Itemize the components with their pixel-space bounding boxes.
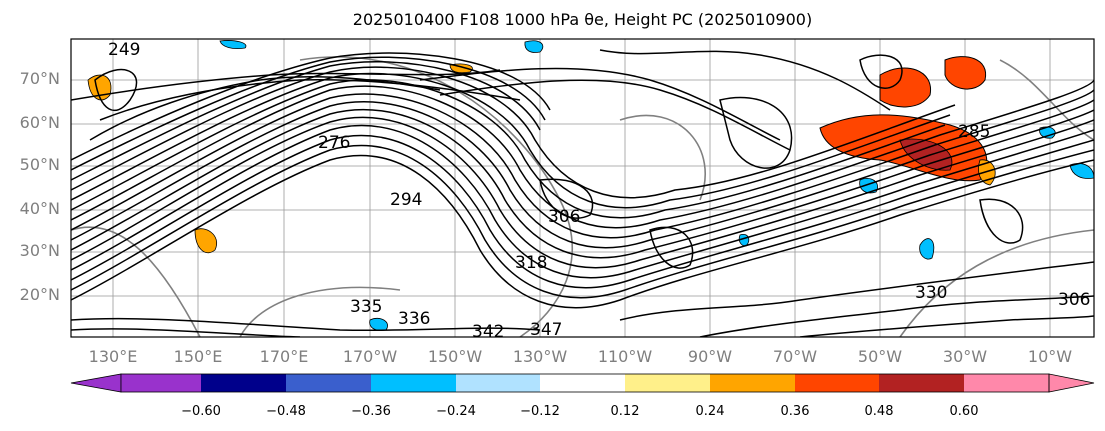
colorbar-segment <box>879 374 964 392</box>
colorbar-segment <box>456 374 540 392</box>
lat-label: 70°N <box>19 69 60 88</box>
colorbar-tick-label: −0.12 <box>520 404 560 419</box>
contour-label: 285 <box>958 122 990 142</box>
colorbar-tick-label: −0.48 <box>266 404 306 419</box>
lat-label: 30°N <box>19 241 60 260</box>
colorbar-segment <box>795 374 879 392</box>
colorbar-segment <box>201 374 286 392</box>
colorbar-tick-label: 0.12 <box>610 404 640 419</box>
contour-label: 306 <box>548 207 580 227</box>
figure-title: 2025010400 F108 1000 hPa θe, Height PC (… <box>352 10 813 29</box>
map-frame <box>70 38 1095 338</box>
contour-label: 330 <box>915 283 947 303</box>
lat-label: 40°N <box>19 199 60 218</box>
colorbar-segment <box>121 374 201 392</box>
colorbar-max-extension <box>1048 373 1095 393</box>
colorbar-tick-label: 0.24 <box>695 404 725 419</box>
lon-label: 170°W <box>342 347 398 366</box>
contour-label: 294 <box>390 190 422 210</box>
contour-label: 306 <box>1058 290 1090 310</box>
colorbar-min-extension <box>70 373 122 393</box>
lat-label: 20°N <box>19 285 60 304</box>
contour-label: 336 <box>398 309 430 329</box>
colorbar-segment <box>540 374 625 392</box>
colorbar-tick-label: −0.60 <box>181 404 221 419</box>
lon-label: 50°W <box>857 347 903 366</box>
contour-label: 347 <box>530 320 562 340</box>
lon-label: 130°E <box>88 347 138 366</box>
colorbar-tick-label: −0.24 <box>436 404 476 419</box>
colorbar-tick-label: 0.36 <box>780 404 810 419</box>
contour-labels: 249 276 294 306 318 335 336 342 347 330 … <box>108 40 1090 342</box>
lon-label: 90°W <box>687 347 733 366</box>
colorbar-segment <box>286 374 371 392</box>
lat-label: 50°N <box>19 155 60 174</box>
colorbar-tick-label: −0.36 <box>351 404 391 419</box>
contour-label: 249 <box>108 40 140 60</box>
colorbar-tick-label: 0.60 <box>949 404 979 419</box>
lon-label: 70°W <box>772 347 818 366</box>
colorbar-segment <box>964 374 1049 392</box>
lon-label: 30°W <box>942 347 988 366</box>
colorbar-frame <box>120 373 1050 393</box>
lon-label: 110°W <box>597 347 653 366</box>
contour-label: 276 <box>318 133 350 153</box>
lon-label: 10°W <box>1027 347 1073 366</box>
lon-label: 150°W <box>427 347 483 366</box>
theta-e-contours <box>71 49 1094 337</box>
colorbar-segment <box>371 374 456 392</box>
contour-label: 335 <box>350 297 382 317</box>
lat-label: 60°N <box>19 113 60 132</box>
lon-label: 170°E <box>259 347 309 366</box>
colorbar-segment <box>710 374 795 392</box>
colorbar-segment <box>625 374 710 392</box>
lon-label: 150°E <box>173 347 223 366</box>
contour-label: 318 <box>515 253 547 273</box>
colorbar-tick-label: 0.48 <box>864 404 894 419</box>
lon-label: 130°W <box>512 347 568 366</box>
